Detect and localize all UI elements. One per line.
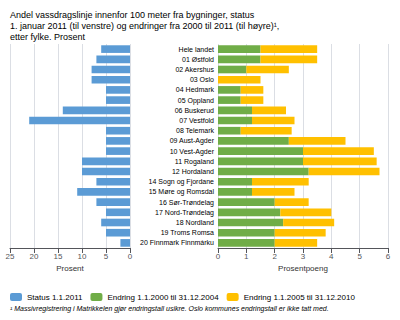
svg-text:06 Buskerud: 06 Buskerud <box>175 107 214 114</box>
svg-text:04 Hedmark: 04 Hedmark <box>176 86 215 93</box>
svg-text:Andel vassdragslinje innenfor: Andel vassdragslinje innenfor 100 meter … <box>10 10 255 20</box>
svg-text:20 Finnmark Finnmárku: 20 Finnmark Finnmárku <box>140 239 214 246</box>
svg-text:20: 20 <box>30 252 39 261</box>
svg-text:5: 5 <box>357 252 362 261</box>
svg-text:14 Sogn og Fjordane: 14 Sogn og Fjordane <box>149 178 214 186</box>
svg-text:12 Hordaland: 12 Hordaland <box>172 168 214 175</box>
svg-text:etter fylke. Prosent: etter fylke. Prosent <box>10 32 86 42</box>
svg-text:0: 0 <box>216 252 221 261</box>
svg-text:Status 1.1.2011: Status 1.1.2011 <box>27 293 83 302</box>
svg-text:15 Møre og Romsdal: 15 Møre og Romsdal <box>149 188 215 196</box>
svg-text:Prosentpoeng: Prosentpoeng <box>278 264 328 273</box>
svg-text:¹ Massivregistrering i Matrikk: ¹ Massivregistrering i Matrikkelen gjør … <box>10 305 329 313</box>
svg-text:01 Østfold: 01 Østfold <box>182 56 214 63</box>
svg-text:03 Oslo: 03 Oslo <box>190 76 214 83</box>
svg-text:19 Troms Romsa: 19 Troms Romsa <box>161 229 214 236</box>
svg-text:09 Aust-Agder: 09 Aust-Agder <box>170 137 215 145</box>
svg-text:Endring 1.1.2005 til 31.12.201: Endring 1.1.2005 til 31.12.2010 <box>244 293 356 302</box>
svg-text:17 Nord-Trøndelag: 17 Nord-Trøndelag <box>155 209 214 217</box>
svg-text:18 Nordland: 18 Nordland <box>176 219 214 226</box>
svg-text:11 Rogaland: 11 Rogaland <box>175 158 214 166</box>
svg-text:Prosent: Prosent <box>56 264 84 273</box>
svg-text:10 Vest-Agder: 10 Vest-Agder <box>170 148 215 156</box>
svg-text:02 Akershus: 02 Akershus <box>175 66 214 73</box>
svg-text:Endring 1.1.2000 til 31.12.200: Endring 1.1.2000 til 31.12.2004 <box>107 293 219 302</box>
svg-text:2: 2 <box>272 252 277 261</box>
svg-text:08 Telemark: 08 Telemark <box>176 127 215 134</box>
svg-text:05 Oppland: 05 Oppland <box>178 97 214 105</box>
svg-text:25: 25 <box>6 252 15 261</box>
svg-text:6: 6 <box>386 252 391 261</box>
svg-text:15: 15 <box>54 252 63 261</box>
svg-text:07 Vestfold: 07 Vestfold <box>179 117 214 124</box>
svg-text:3: 3 <box>301 252 306 261</box>
svg-text:10: 10 <box>78 252 87 261</box>
svg-text:1: 1 <box>244 252 249 261</box>
svg-text:Hele landet: Hele landet <box>179 46 214 53</box>
svg-text:1. januar 2011 (til venstre) o: 1. januar 2011 (til venstre) og endringe… <box>10 21 279 31</box>
svg-text:16 Sør-Trøndelag: 16 Sør-Trøndelag <box>159 199 214 207</box>
svg-text:5: 5 <box>104 252 109 261</box>
svg-text:4: 4 <box>329 252 334 261</box>
svg-text:0: 0 <box>128 252 133 261</box>
